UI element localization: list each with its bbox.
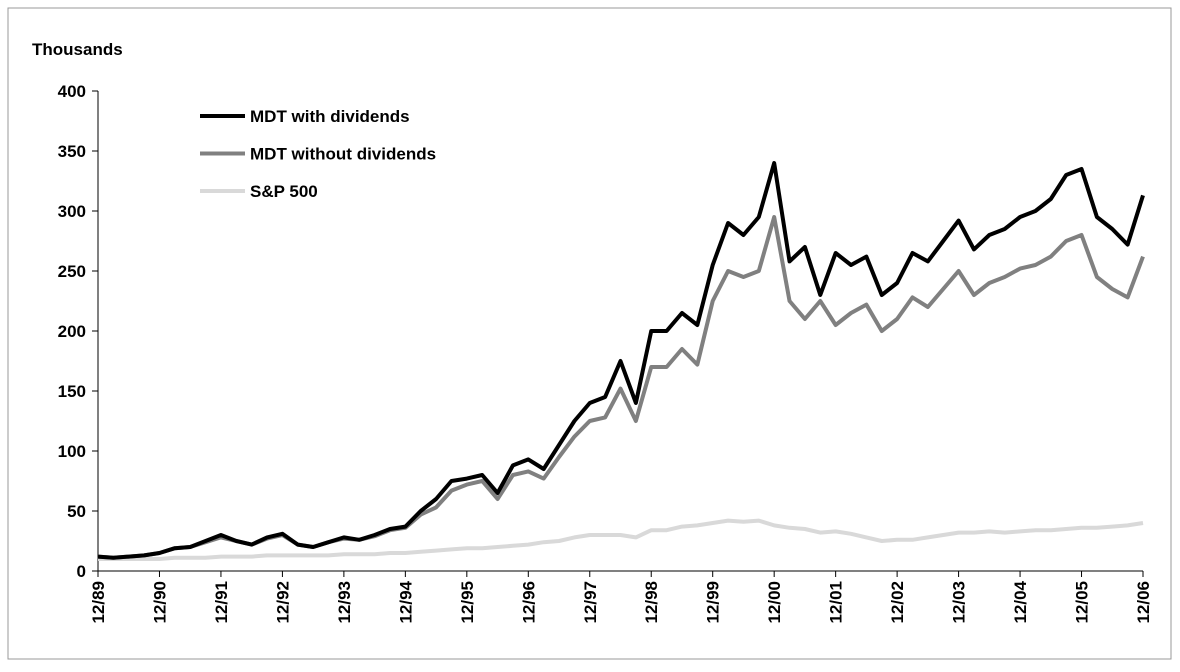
legend-label: S&P 500 xyxy=(250,182,318,201)
x-tick-label: 12/03 xyxy=(950,581,969,624)
y-tick-label: 0 xyxy=(77,562,86,581)
plot-area: 0 50 100 150 200 250 300 350 400 12/89 12/90 12/91 1… xyxy=(58,82,1153,624)
x-tick-label: 12/92 xyxy=(273,581,292,624)
x-tick-label: 12/95 xyxy=(458,581,477,624)
x-tick-label: 12/91 xyxy=(212,581,231,624)
y-tick-label: 50 xyxy=(67,502,86,521)
y-tick-label: 150 xyxy=(58,382,86,401)
series-line xyxy=(98,518,1144,561)
y-tick-label: 400 xyxy=(58,82,86,101)
x-tick-label: 12/02 xyxy=(888,581,907,624)
x-tick-label: 12/01 xyxy=(827,581,846,624)
y-tick-label: 200 xyxy=(58,322,86,341)
legend-label: MDT with dividends xyxy=(250,107,410,126)
x-tick-label: 12/04 xyxy=(1011,580,1030,623)
y-tick-label: 100 xyxy=(58,442,86,461)
series-line xyxy=(97,161,1145,560)
legend-label: MDT without dividends xyxy=(250,145,436,164)
x-tick-label: 12/05 xyxy=(1073,581,1092,624)
chart-frame xyxy=(7,7,1172,660)
x-tick-label: 12/98 xyxy=(642,581,661,624)
y-axis-label: Thousands xyxy=(32,40,123,59)
x-tick-label: 12/89 xyxy=(89,581,108,624)
x-tick-label: 12/93 xyxy=(335,581,354,624)
y-tick-label: 350 xyxy=(58,142,86,161)
y-tick-label: 300 xyxy=(58,202,86,221)
x-tick-label: 12/96 xyxy=(519,581,538,624)
x-tick-label: 12/90 xyxy=(150,581,169,624)
x-tick-label: 12/94 xyxy=(396,580,415,623)
x-tick-label: 12/00 xyxy=(765,581,784,624)
x-tick-label: 12/06 xyxy=(1134,581,1153,624)
x-tick-label: 12/97 xyxy=(581,581,600,624)
y-tick-label: 250 xyxy=(58,262,86,281)
x-tick-label: 12/99 xyxy=(704,581,723,624)
